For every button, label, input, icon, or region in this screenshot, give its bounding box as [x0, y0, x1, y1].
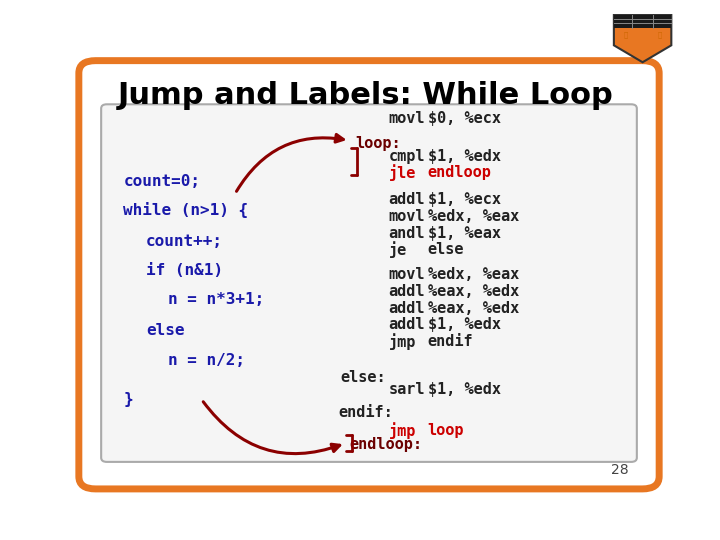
Text: sarl: sarl [389, 382, 425, 397]
Text: movl: movl [389, 209, 425, 224]
Polygon shape [614, 15, 671, 28]
Text: $0, %ecx: $0, %ecx [428, 111, 500, 126]
Text: else: else [428, 242, 464, 258]
Text: addl: addl [389, 317, 425, 332]
Text: jmp: jmp [389, 422, 416, 439]
Text: endloop:: endloop: [349, 436, 423, 451]
Text: count=0;: count=0; [124, 174, 200, 188]
Text: count++;: count++; [145, 234, 222, 249]
Text: else: else [145, 323, 184, 339]
Text: andl: andl [389, 226, 425, 241]
Text: jle: jle [389, 165, 416, 181]
Text: $1, %ecx: $1, %ecx [428, 192, 500, 207]
Text: $1, %eax: $1, %eax [428, 226, 500, 241]
Text: loop: loop [428, 423, 464, 438]
Text: $1, %edx: $1, %edx [428, 382, 500, 397]
Text: je: je [389, 241, 407, 258]
FancyBboxPatch shape [101, 104, 637, 462]
Text: movl: movl [389, 111, 425, 126]
Text: endloop: endloop [428, 165, 492, 180]
Text: loop:: loop: [355, 136, 400, 151]
Text: addl: addl [389, 284, 425, 299]
Text: jmp: jmp [389, 333, 416, 350]
Text: }: } [124, 392, 133, 407]
Text: movl: movl [389, 267, 425, 282]
Text: ꟊ: ꟊ [657, 32, 662, 38]
Text: 28: 28 [611, 463, 629, 477]
Text: addl: addl [389, 192, 425, 207]
Text: n = n/2;: n = n/2; [168, 353, 245, 368]
Text: $1, %edx: $1, %edx [428, 149, 500, 164]
Text: %eax, %edx: %eax, %edx [428, 301, 519, 315]
Text: ꟊ: ꟊ [624, 32, 628, 38]
FancyBboxPatch shape [79, 60, 660, 489]
Polygon shape [621, 31, 665, 49]
Text: while (n>1) {: while (n>1) { [124, 202, 248, 218]
Text: endif:: endif: [338, 406, 393, 420]
Text: %edx, %eax: %edx, %eax [428, 267, 519, 282]
Text: Jump and Labels: While Loop: Jump and Labels: While Loop [118, 82, 613, 111]
Text: else:: else: [340, 370, 386, 385]
Text: addl: addl [389, 301, 425, 315]
Text: $1, %edx: $1, %edx [428, 317, 500, 332]
Polygon shape [614, 15, 671, 62]
Text: cmpl: cmpl [389, 149, 425, 164]
Text: endif: endif [428, 334, 473, 349]
Text: n = n*3+1;: n = n*3+1; [168, 292, 264, 307]
Text: if (n&1): if (n&1) [145, 263, 222, 278]
Text: %eax, %edx: %eax, %edx [428, 284, 519, 299]
Text: %edx, %eax: %edx, %eax [428, 209, 519, 224]
